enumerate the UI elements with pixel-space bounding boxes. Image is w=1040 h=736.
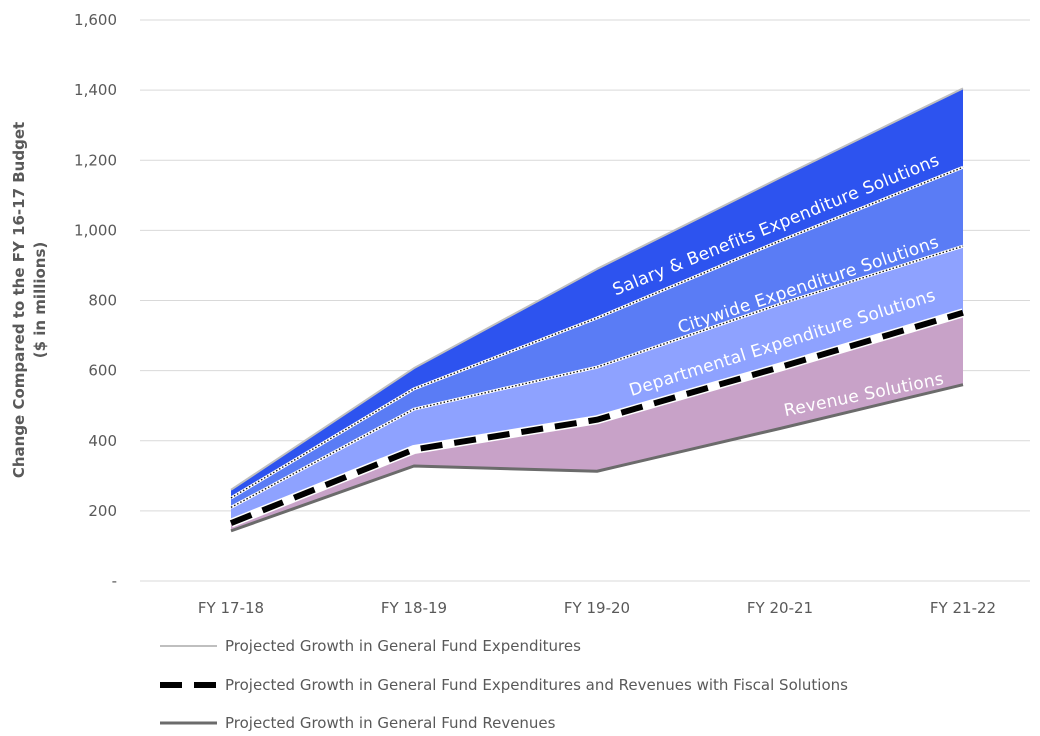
- y-tick-label: 1,400: [74, 81, 117, 99]
- x-tick-label: FY 18-19: [381, 599, 447, 617]
- y-tick-label: 1,200: [74, 151, 117, 169]
- x-tick-label: FY 21-22: [930, 599, 996, 617]
- y-axis-title-line-1: Change Compared to the FY 16-17 Budget: [10, 122, 28, 478]
- legend-label: Projected Growth in General Fund Revenue…: [225, 714, 556, 732]
- band-separator: [230, 244, 964, 509]
- svg-text:Change Compared to the FY 16-1: Change Compared to the FY 16-17 Budget ($…: [10, 122, 49, 478]
- y-axis-title: Change Compared to the FY 16-17 Budget ($…: [10, 122, 49, 478]
- y-tick-label: 400: [88, 432, 117, 450]
- y-axis: - 200 400 600 800 1,000 1,200 1,400 1,600: [74, 11, 117, 590]
- series-lines: [229, 87, 965, 533]
- expenditures-line: [230, 87, 964, 491]
- x-tick-label: FY 19-20: [564, 599, 630, 617]
- salary-benefits-solutions-area: [231, 88, 963, 498]
- x-tick-label: FY 17-18: [198, 599, 264, 617]
- revenues-line: [230, 383, 964, 533]
- x-axis: FY 17-18 FY 18-19 FY 19-20 FY 20-21 FY 21-22: [198, 599, 996, 617]
- legend-label: Projected Growth in General Fund Expendi…: [225, 676, 848, 694]
- y-tick-label: 200: [88, 502, 117, 520]
- x-tick-label: FY 20-21: [747, 599, 813, 617]
- legend: Projected Growth in General Fund Expendi…: [160, 637, 848, 732]
- legend-label: Projected Growth in General Fund Expendi…: [225, 637, 581, 655]
- fiscal-solutions-line: [229, 309, 964, 526]
- y-tick-label: 800: [88, 292, 117, 310]
- y-tick-label: 600: [88, 362, 117, 380]
- y-tick-label: 1,000: [74, 221, 117, 239]
- stacked-areas: [230, 88, 964, 531]
- citywide-solutions-area: [231, 167, 963, 508]
- y-tick-label: -: [112, 572, 117, 590]
- band-separator: [230, 165, 964, 500]
- departmental-solutions-area: [231, 246, 963, 524]
- y-tick-label: 1,600: [74, 11, 117, 29]
- y-axis-title-line-2: ($ in millions): [31, 242, 49, 359]
